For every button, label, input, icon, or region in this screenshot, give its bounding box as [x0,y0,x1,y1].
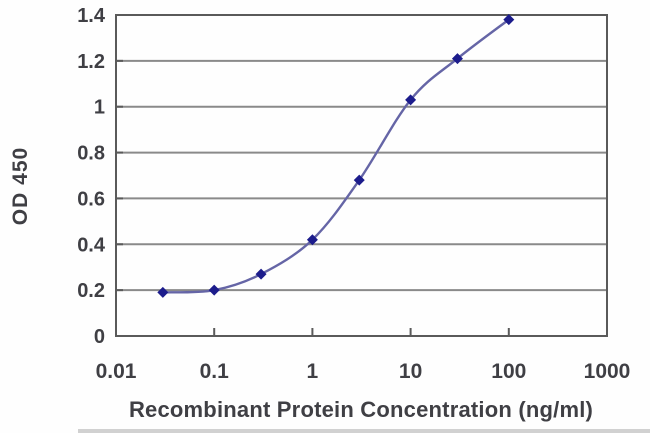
y-tick-label: 0.2 [77,280,105,302]
y-tick-label: 0.8 [77,143,105,165]
x-tick-label: 100 [491,360,526,383]
y-tick-label: 0.6 [77,188,105,210]
data-point-marker [503,14,515,26]
y-tick-label: 0 [94,326,105,348]
data-point-marker [255,268,267,280]
x-axis-title: Recombinant Protein Concentration (ng/ml… [128,397,594,422]
plot-frame [115,14,608,337]
y-tick-label: 1.4 [77,5,106,27]
y-axis-title: OD 450 [9,146,32,226]
bottom-crop-strip [78,429,650,433]
data-point-marker [157,286,169,298]
data-point-marker [306,234,318,246]
x-tick-label: 1000 [584,360,631,383]
x-tick-label: 1 [307,360,319,383]
y-tick-label: 1.2 [77,51,105,73]
data-point-marker [405,94,417,106]
x-tick-label: 0.01 [96,360,137,383]
x-tick-label: 0.1 [200,360,230,383]
y-tick-label: 1 [94,97,105,119]
y-tick-label: 0.4 [77,234,106,256]
data-point-marker [353,174,365,186]
data-point-marker [208,284,220,296]
x-tick-label: 10 [399,360,422,383]
data-point-marker [451,53,463,65]
